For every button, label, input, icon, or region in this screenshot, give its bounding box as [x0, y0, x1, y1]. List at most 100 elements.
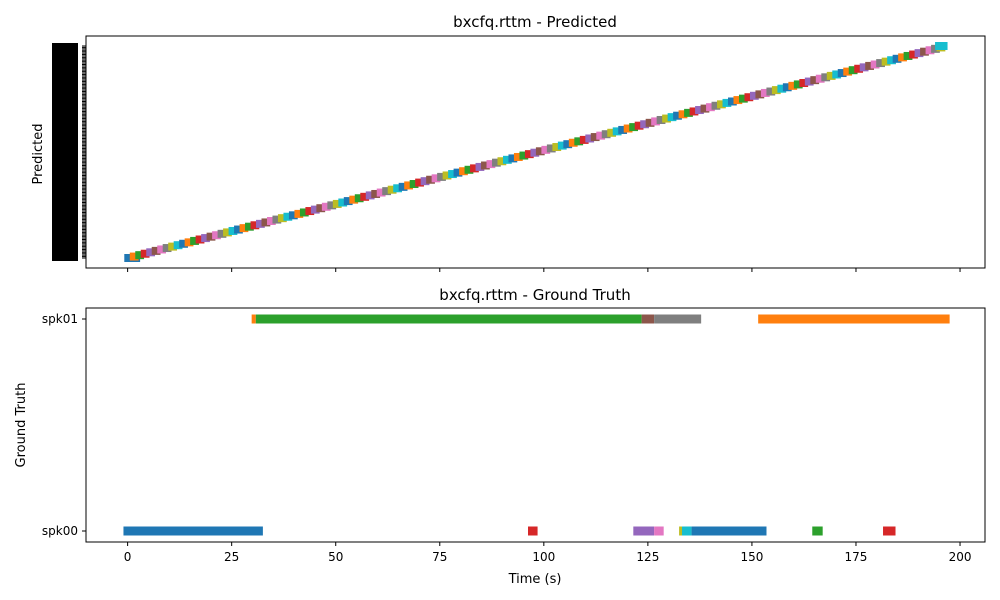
- predicted-segment: [634, 121, 644, 130]
- predicted-segment: [277, 214, 287, 223]
- predicted-segment: [524, 150, 534, 159]
- predicted-segments: [124, 42, 948, 262]
- predicted-segment: [684, 108, 693, 117]
- ground-truth-ytick-label: spk01: [42, 312, 78, 326]
- predicted-segment: [212, 231, 221, 240]
- predicted-segment: [728, 97, 737, 106]
- predicted-segment: [766, 87, 776, 96]
- predicted-segment: [513, 152, 523, 161]
- predicted-segment: [722, 98, 732, 107]
- predicted-segment: [914, 49, 924, 58]
- predicted-segment: [234, 225, 243, 234]
- predicted-segment: [409, 180, 419, 189]
- predicted-segment: [508, 154, 518, 163]
- ground-truth-segment: [255, 314, 642, 324]
- predicted-segment: [338, 198, 348, 207]
- predicted-segment: [481, 161, 490, 170]
- ground-truth-xtick-label: 125: [636, 550, 659, 564]
- predicted-segment: [217, 229, 227, 238]
- predicted-axes: bxcfq.rttm - Predicted Predicted: [31, 13, 986, 272]
- predicted-segment: [283, 212, 293, 221]
- predicted-segment: [673, 111, 682, 120]
- predicted-segment: [596, 131, 606, 140]
- predicted-segment: [266, 217, 276, 226]
- predicted-segment: [557, 141, 567, 150]
- predicted-segment: [744, 93, 754, 102]
- predicted-segment: [859, 63, 869, 72]
- predicted-segment: [826, 71, 836, 80]
- predicted-segment: [239, 224, 249, 233]
- predicted-segment: [585, 134, 595, 143]
- predicted-segment: [135, 251, 145, 260]
- predicted-segment: [815, 74, 825, 83]
- predicted-segment: [332, 199, 342, 208]
- predicted-segment: [689, 107, 699, 116]
- predicted-segment: [448, 170, 457, 179]
- predicted-segment: [140, 249, 150, 258]
- ground-truth-ylabel: Ground Truth: [14, 383, 29, 468]
- predicted-ytick-label: [52, 43, 78, 49]
- predicted-segment: [662, 114, 671, 123]
- predicted-segment: [294, 209, 304, 218]
- predicted-segment: [541, 145, 551, 154]
- predicted-segment: [371, 189, 381, 198]
- ground-truth-xtick-label: 100: [532, 550, 555, 564]
- predicted-segment: [168, 242, 177, 251]
- ground-truth-xtick-label: 200: [949, 550, 972, 564]
- ground-truth-segment: [528, 526, 538, 536]
- predicted-segment: [316, 204, 326, 213]
- predicted-segment: [398, 182, 408, 191]
- ground-truth-ytick-label: spk00: [42, 524, 78, 538]
- predicted-segment: [777, 84, 787, 93]
- predicted-segment: [793, 80, 803, 89]
- predicted-segment: [760, 88, 770, 97]
- ground-truth-yticks: spk00 spk01: [42, 312, 86, 538]
- predicted-segment: [717, 100, 726, 109]
- predicted-segment: [892, 54, 902, 63]
- predicted-segment: [261, 218, 271, 227]
- predicted-segment: [272, 215, 282, 224]
- x-axis-label: Time (s): [508, 572, 562, 587]
- predicted-segment: [651, 117, 660, 126]
- predicted-segment: [623, 124, 633, 133]
- predicted-segment: [420, 177, 430, 186]
- ground-truth-segment: [691, 526, 767, 536]
- predicted-segment: [464, 165, 474, 174]
- predicted-segment: [771, 86, 781, 95]
- ground-truth-segment: [812, 526, 823, 536]
- predicted-segment: [920, 47, 929, 56]
- predicted-segment: [223, 228, 232, 237]
- ground-truth-segment: [251, 314, 256, 324]
- predicted-segment: [887, 56, 896, 65]
- predicted-ylabel: Predicted: [31, 123, 46, 184]
- predicted-segment: [738, 94, 748, 103]
- ground-truth-segment: [682, 526, 692, 536]
- predicted-segment: [837, 69, 847, 78]
- ground-truth-title: bxcfq.rttm - Ground Truth: [439, 286, 630, 304]
- predicted-segment: [184, 238, 194, 247]
- predicted-segment: [695, 106, 704, 115]
- predicted-segment: [376, 188, 386, 197]
- predicted-segment: [393, 184, 403, 193]
- predicted-segment: [459, 167, 468, 176]
- predicted-segment: [179, 239, 188, 248]
- predicted-segment: [442, 171, 452, 180]
- predicted-segment: [618, 125, 628, 134]
- predicted-segment: [590, 133, 600, 142]
- predicted-segment: [146, 248, 156, 257]
- predicted-segment: [157, 245, 167, 254]
- predicted-segment: [733, 96, 743, 105]
- predicted-segment: [881, 57, 891, 66]
- predicted-title: bxcfq.rttm - Predicted: [453, 13, 617, 31]
- ground-truth-segment: [758, 314, 950, 324]
- predicted-segment: [173, 241, 183, 250]
- predicted-segment: [365, 191, 375, 200]
- ground-truth-xtick-label: 25: [224, 550, 239, 564]
- predicted-segment: [755, 90, 765, 99]
- predicted-segment: [601, 130, 611, 139]
- ground-truth-segment: [654, 526, 664, 536]
- ground-truth-xtick-label: 75: [432, 550, 447, 564]
- predicted-segment: [535, 147, 545, 156]
- predicted-segment: [343, 197, 353, 206]
- predicted-segment: [832, 70, 842, 79]
